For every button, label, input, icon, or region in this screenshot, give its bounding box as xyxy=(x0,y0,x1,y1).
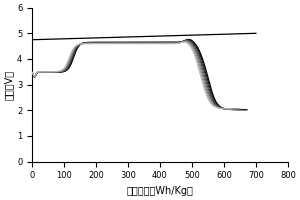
X-axis label: 能量密度（Wh/Kg）: 能量密度（Wh/Kg） xyxy=(127,186,194,196)
Y-axis label: 电压（V）: 电压（V） xyxy=(4,70,14,100)
